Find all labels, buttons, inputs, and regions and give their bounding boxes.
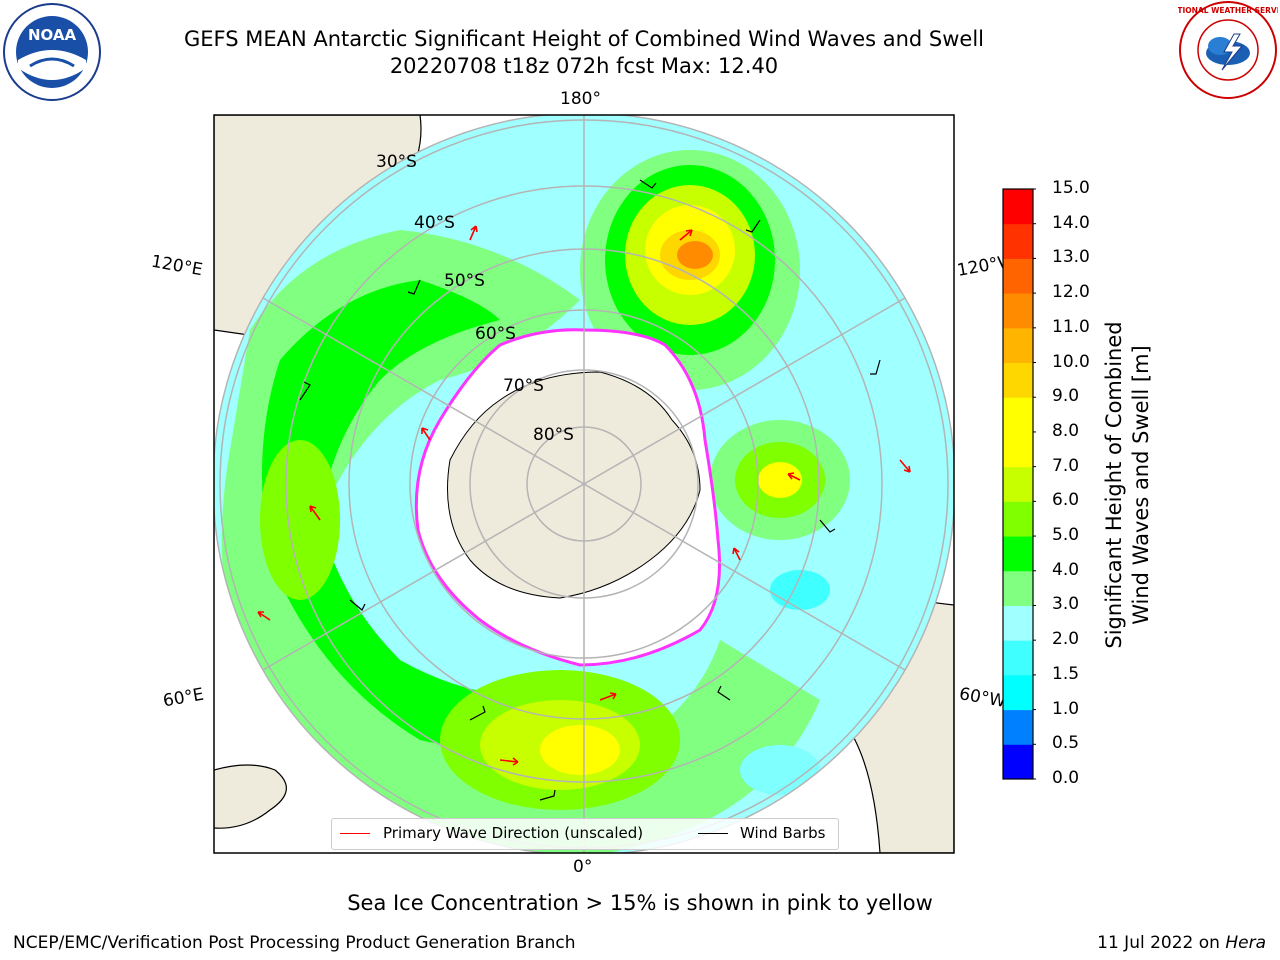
colorbar-segment	[1003, 640, 1033, 676]
colorbar-tick-label: 1.5	[1052, 663, 1080, 684]
lon-label-180: 180°	[560, 89, 601, 109]
chart-title: GEFS MEAN Antarctic Significant Height o…	[183, 27, 985, 51]
colorbar-segment	[1003, 189, 1033, 225]
colorbar-segment	[1003, 466, 1033, 502]
colorbar	[1002, 188, 1036, 780]
colorbar-tick-label: 15.0	[1052, 178, 1090, 198]
colorbar-tick-label: 12.0	[1052, 282, 1090, 303]
colorbar-segment	[1003, 674, 1033, 711]
colorbar-tick-label: 5.0	[1052, 525, 1080, 546]
colorbar-tick-label: 1.0	[1052, 698, 1080, 719]
footer-machine: Hera	[1225, 933, 1266, 953]
colorbar-frame	[1002, 188, 1034, 780]
lat-label-60s: 60°S	[475, 324, 516, 344]
lat-label-40s: 40°S	[414, 213, 455, 233]
colorbar-label: Significant Height of Combined Wind Wave…	[1101, 285, 1155, 685]
colorbar-tick-label: 7.0	[1052, 455, 1080, 476]
colorbar-tick-label: 3.0	[1052, 594, 1080, 615]
antarctica	[447, 371, 701, 599]
wave-direction-legend-label: Primary Wave Direction (unscaled)	[383, 824, 644, 842]
wind-barbs	[299, 179, 881, 801]
colorbar-tick-label: 13.0	[1052, 247, 1090, 268]
wave-direction-arrows	[257, 225, 911, 766]
colorbar-segment	[1003, 431, 1033, 468]
colorbar-tick-label: 14.0	[1052, 212, 1090, 233]
footer-date-text: 11 Jul 2022 on	[1097, 933, 1226, 953]
colorbar-tick-label: 4.0	[1052, 559, 1080, 580]
lat-label-70s: 70°S	[503, 376, 544, 396]
lat-label-30s: 30°S	[376, 152, 417, 172]
wind-barbs-legend-label: Wind Barbs	[740, 824, 826, 842]
colorbar-segment	[1003, 501, 1033, 537]
colorbar-segment	[1003, 744, 1033, 780]
footer-date: 11 Jul 2022 on Hera	[1097, 933, 1266, 953]
nws-logo: NATIONAL WEATHER SERVICE	[1178, 1, 1278, 99]
colorbar-segment	[1003, 327, 1033, 364]
colorbar-segment	[1003, 293, 1033, 329]
colorbar-tick-label: 6.0	[1052, 490, 1080, 511]
wind-barbs-legend-line	[698, 833, 728, 834]
colorbar-segment	[1003, 397, 1033, 433]
footer-producer: NCEP/EMC/Verification Post Processing Pr…	[13, 933, 576, 953]
colorbar-label-line1: Significant Height of Combined	[1102, 321, 1126, 649]
colorbar-label-line2: Wind Waves and Swell [m]	[1129, 345, 1153, 625]
noaa-logo-text: NOAA	[28, 26, 77, 44]
sea-ice-note: Sea Ice Concentration > 15% is shown in …	[347, 891, 933, 915]
colorbar-tick-label: 10.0	[1052, 351, 1090, 372]
colorbar-segment	[1003, 362, 1033, 398]
colorbar-segment	[1003, 223, 1033, 259]
nws-logo-text: NATIONAL WEATHER SERVICE	[1178, 6, 1278, 15]
colorbar-segment	[1003, 709, 1033, 745]
colorbar-tick-label: 9.0	[1052, 386, 1080, 407]
colorbar-tick-label: 0.0	[1052, 768, 1080, 788]
lat-label-50s: 50°S	[444, 271, 485, 291]
graticule	[219, 115, 949, 853]
colorbar-tick-label: 8.0	[1052, 420, 1080, 441]
lon-label-0: 0°	[573, 857, 593, 877]
colorbar-segment	[1003, 570, 1033, 606]
map-legend: Primary Wave Direction (unscaled) Wind B…	[331, 818, 839, 850]
colorbar-tick-label: 11.0	[1052, 316, 1090, 337]
noaa-logo: NOAA	[3, 3, 101, 101]
colorbar-segment	[1003, 258, 1033, 294]
colorbar-segment	[1003, 605, 1033, 641]
wave-direction-legend-line	[340, 833, 370, 834]
colorbar-tick-label: 0.5	[1052, 733, 1080, 754]
colorbar-segment	[1003, 536, 1033, 572]
lat-label-80s: 80°S	[533, 425, 574, 445]
colorbar-tick-label: 2.0	[1052, 629, 1080, 650]
chart-subtitle-run-info: 20220708 t18z 072h fcst Max: 12.40	[389, 54, 779, 78]
